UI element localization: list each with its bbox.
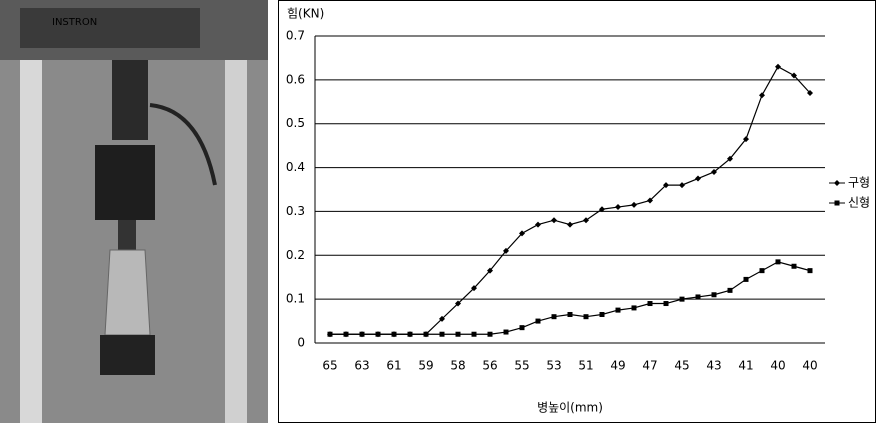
x-axis-label: 병높이(mm) xyxy=(537,401,603,415)
data-point xyxy=(583,217,589,224)
data-point xyxy=(471,285,477,292)
y-tick-label: 0.3 xyxy=(286,204,305,218)
data-point xyxy=(615,307,621,313)
data-point xyxy=(695,175,701,182)
data-point xyxy=(535,221,541,228)
x-tick-label: 61 xyxy=(386,359,401,373)
data-point xyxy=(503,329,509,335)
x-tick-label: 56 xyxy=(482,359,497,373)
data-point xyxy=(743,276,749,282)
data-point xyxy=(663,301,669,307)
data-point xyxy=(327,331,333,337)
grip xyxy=(95,145,155,220)
data-point xyxy=(487,331,493,337)
base xyxy=(100,335,155,375)
data-point xyxy=(775,259,781,265)
data-point xyxy=(759,268,765,274)
data-point xyxy=(359,331,365,337)
data-point xyxy=(487,267,493,274)
data-point xyxy=(535,318,541,324)
legend-label: 신형 xyxy=(848,196,870,210)
data-point xyxy=(599,311,605,317)
data-point xyxy=(519,325,525,331)
x-tick-label: 58 xyxy=(450,359,465,373)
data-point xyxy=(567,221,573,228)
x-tick-label: 63 xyxy=(354,359,369,373)
machine-brand: INSTRON xyxy=(52,17,97,28)
y-tick-label: 0.4 xyxy=(286,160,305,174)
x-tick-label: 40 xyxy=(770,359,785,373)
data-point xyxy=(631,201,637,208)
data-point xyxy=(615,204,621,211)
photo: INSTRON xyxy=(0,0,268,423)
data-point xyxy=(551,217,557,224)
x-tick-label: 40 xyxy=(802,359,817,373)
data-point xyxy=(599,206,605,213)
data-point xyxy=(583,314,589,320)
data-point xyxy=(471,331,477,337)
data-point xyxy=(455,300,461,307)
data-point xyxy=(519,230,525,237)
data-point xyxy=(759,92,765,99)
data-point xyxy=(407,331,413,337)
cable xyxy=(149,103,217,186)
data-point xyxy=(791,263,797,269)
data-point xyxy=(423,331,429,337)
data-point xyxy=(807,268,813,274)
data-point xyxy=(695,294,701,300)
data-point xyxy=(439,331,445,337)
bottle xyxy=(104,249,151,336)
column-left xyxy=(20,60,42,423)
y-tick-label: 0.2 xyxy=(286,248,305,262)
legend-marker xyxy=(834,200,840,206)
data-point xyxy=(455,331,461,337)
data-point xyxy=(567,311,573,317)
data-point xyxy=(391,331,397,337)
y-axis-label: 힘(KN) xyxy=(287,7,324,21)
x-tick-label: 47 xyxy=(642,359,657,373)
data-point xyxy=(439,315,445,322)
plunger xyxy=(118,220,136,250)
data-point xyxy=(727,287,733,293)
x-tick-label: 51 xyxy=(578,359,593,373)
data-point xyxy=(775,63,781,70)
data-point xyxy=(679,182,685,189)
data-point xyxy=(503,247,509,254)
data-point xyxy=(679,296,685,302)
data-point xyxy=(551,314,557,320)
data-point xyxy=(631,305,637,311)
data-point xyxy=(647,197,653,204)
x-tick-label: 53 xyxy=(546,359,561,373)
x-tick-label: 45 xyxy=(674,359,689,373)
legend-label: 구형 xyxy=(848,176,870,190)
y-tick-label: 0.1 xyxy=(286,292,305,306)
data-point xyxy=(375,331,381,337)
data-point xyxy=(807,90,813,97)
load-cell xyxy=(112,60,148,140)
y-tick-label: 0.5 xyxy=(286,116,305,130)
data-point xyxy=(711,168,717,175)
y-tick-label: 0 xyxy=(297,336,305,350)
machine-panel xyxy=(20,8,200,48)
column-right xyxy=(225,60,247,423)
x-tick-label: 43 xyxy=(706,359,721,373)
y-tick-label: 0.6 xyxy=(286,72,305,86)
x-tick-label: 55 xyxy=(514,359,529,373)
data-point xyxy=(711,292,717,298)
data-point xyxy=(343,331,349,337)
data-point xyxy=(791,72,797,79)
x-tick-label: 49 xyxy=(610,359,625,373)
data-point xyxy=(647,301,653,307)
x-tick-label: 59 xyxy=(418,359,433,373)
y-tick-label: 0.7 xyxy=(286,29,305,43)
x-tick-label: 65 xyxy=(322,359,337,373)
data-point xyxy=(727,155,733,162)
data-point xyxy=(743,136,749,143)
data-point xyxy=(663,182,669,189)
legend-marker xyxy=(834,180,840,186)
x-tick-label: 41 xyxy=(738,359,753,373)
